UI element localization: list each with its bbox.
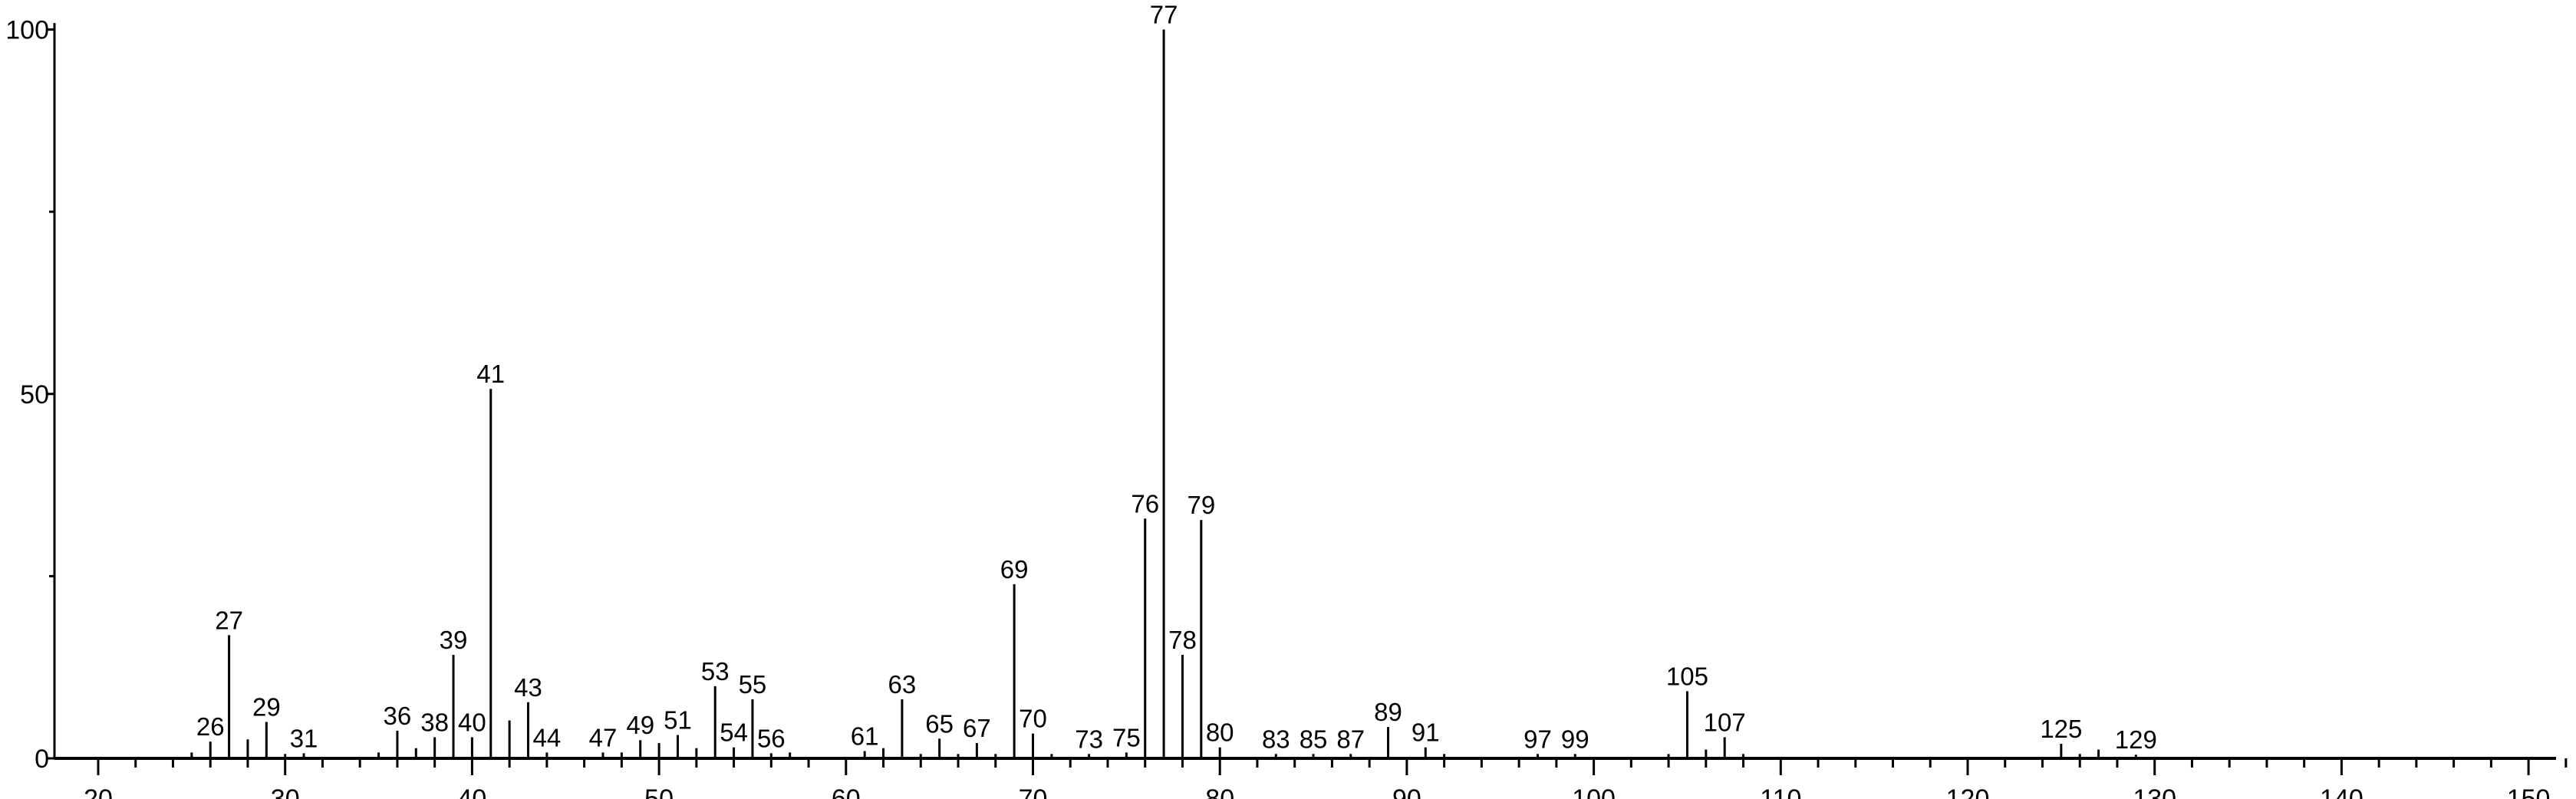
peak-label-83: 83	[1262, 725, 1290, 753]
peak-label-85: 85	[1300, 725, 1328, 753]
peak-label-49: 49	[626, 711, 654, 739]
peak-label-97: 97	[1524, 725, 1552, 753]
x-tick-label: 140	[2320, 784, 2364, 799]
x-tick-label: 150	[2507, 784, 2551, 799]
peak-label-80: 80	[1206, 718, 1234, 747]
peak-label-29: 29	[252, 692, 281, 721]
x-tick-label: 130	[2133, 784, 2176, 799]
x-tick-label: 70	[1019, 784, 1048, 799]
peak-label-27: 27	[215, 606, 243, 634]
x-tick-label: 40	[457, 784, 486, 799]
x-tick-label: 100	[1572, 784, 1616, 799]
peak-label-36: 36	[384, 702, 412, 730]
peak-label-65: 65	[925, 709, 954, 738]
peak-label-47: 47	[589, 723, 618, 751]
peak-label-56: 56	[757, 724, 786, 752]
peak-label-55: 55	[739, 670, 767, 699]
peak-label-54: 54	[720, 718, 748, 747]
y-tick-label: 100	[5, 16, 49, 45]
peak-labels-layer: 26 27 29 31 36 38 39 40 41 43 44 47 49 51 53 54 55 56 61 63…	[196, 1, 2157, 755]
peak-label-31: 31	[290, 724, 318, 752]
peak-label-87: 87	[1336, 725, 1365, 753]
x-tick-label: 60	[832, 784, 861, 799]
peak-label-78: 78	[1168, 626, 1197, 654]
peak-label-77: 77	[1150, 1, 1178, 29]
peak-label-40: 40	[458, 708, 486, 736]
peak-label-53: 53	[701, 657, 730, 686]
peak-label-44: 44	[533, 723, 562, 751]
y-tick-label: 50	[20, 380, 49, 409]
peak-label-75: 75	[1112, 723, 1141, 751]
peak-label-125: 125	[2040, 715, 2082, 743]
peak-label-39: 39	[440, 626, 468, 654]
x-tick-label: 90	[1392, 784, 1421, 799]
peak-label-38: 38	[420, 708, 449, 736]
peak-label-70: 70	[1019, 705, 1047, 733]
x-tick-label: 80	[1205, 784, 1234, 799]
x-tick-label: 20	[84, 784, 113, 799]
x-tick-label: 110	[1760, 784, 1801, 799]
peak-label-61: 61	[851, 722, 879, 750]
peak-label-69: 69	[1000, 555, 1029, 584]
x-tick-label: 50	[644, 784, 674, 799]
peak-label-89: 89	[1374, 698, 1402, 726]
peak-label-107: 107	[1704, 708, 1746, 736]
x-tick-label: 120	[1946, 784, 1990, 799]
peak-label-73: 73	[1075, 725, 1103, 753]
peak-label-76: 76	[1131, 489, 1159, 518]
peaks-layer	[190, 29, 2137, 758]
x-tick-label: 30	[271, 784, 300, 799]
peak-label-91: 91	[1412, 718, 1440, 747]
peak-label-41: 41	[476, 360, 505, 388]
axes-layer: 20 30 40 50 60 70 80 90 100 110 120 130 140 150 0 50 100	[5, 16, 2568, 799]
peak-label-51: 51	[664, 706, 692, 735]
peak-label-129: 129	[2115, 725, 2157, 754]
peak-label-67: 67	[963, 714, 991, 742]
y-tick-label: 0	[35, 745, 49, 774]
peak-label-63: 63	[888, 670, 917, 699]
peak-label-99: 99	[1561, 725, 1589, 753]
peak-label-43: 43	[514, 673, 542, 702]
peak-label-79: 79	[1187, 491, 1215, 519]
peak-label-26: 26	[196, 712, 225, 741]
peak-label-105: 105	[1666, 663, 1708, 691]
